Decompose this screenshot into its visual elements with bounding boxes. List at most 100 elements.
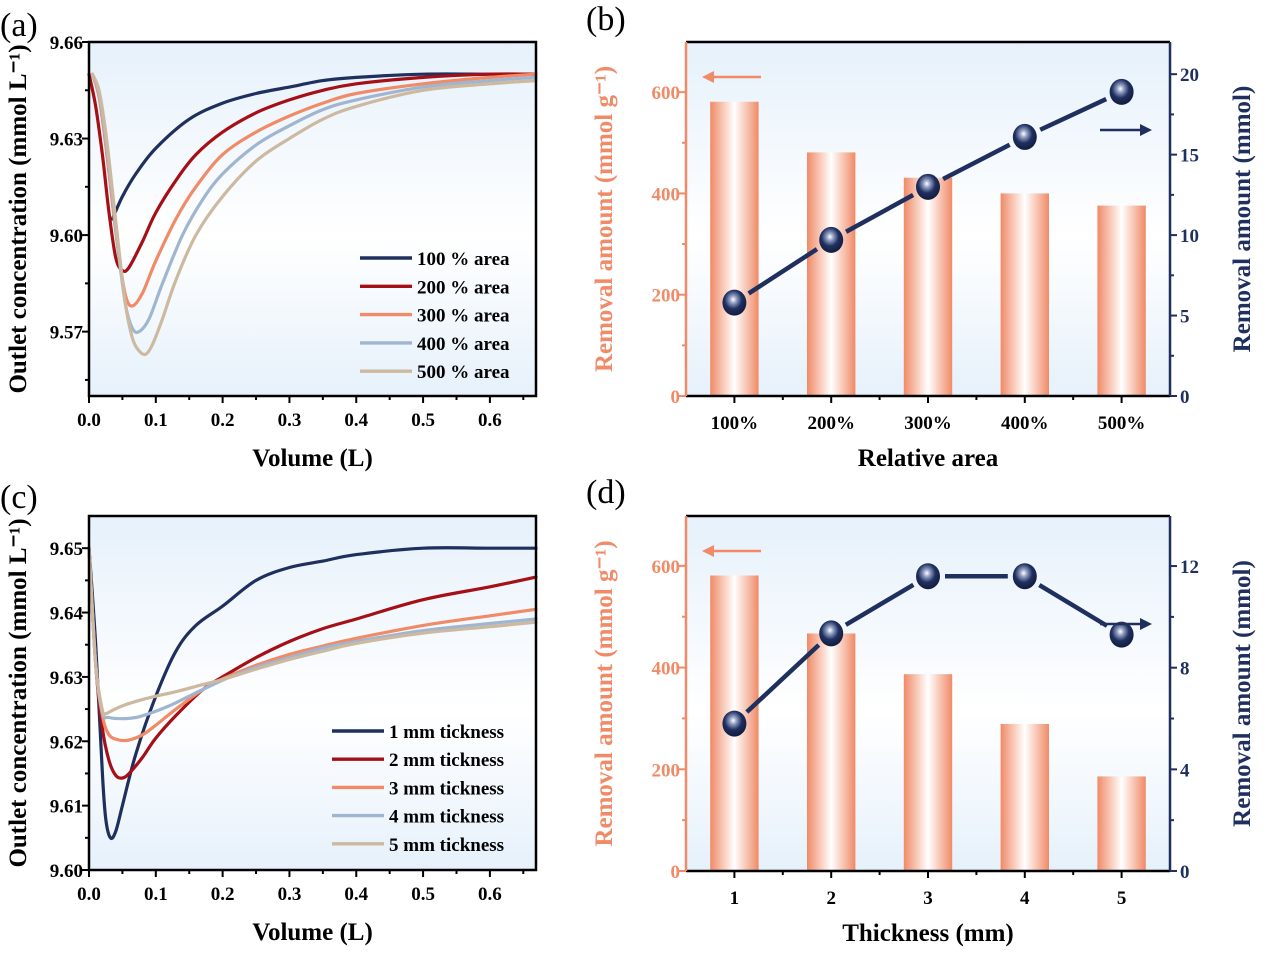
panel-a: (a) 0.0 0.1 0.2 0.3 0.4 0.5 0.6 9.57 9.60 9.63 9.66…: [0, 7, 538, 472]
right-tick-label: 5: [1180, 307, 1190, 328]
y-tick-label: 9.60: [50, 226, 83, 247]
x-tick-label: 0.1: [144, 410, 168, 431]
line-segment: [942, 142, 1011, 182]
x-tick-label: 1: [730, 888, 740, 909]
x-tick-label: 200%: [807, 413, 855, 434]
x-tick-label: 5: [1117, 888, 1127, 909]
line-segment: [844, 582, 915, 627]
legend: 1 mm tickness 2 mm tickness 3 mm tickness 4…: [332, 722, 504, 856]
y-tick-label: 9.65: [50, 539, 83, 560]
left-tick-label: 400: [652, 659, 681, 680]
x-tick-label: 0.2: [211, 410, 235, 431]
data-point: [819, 226, 844, 253]
legend-label: 1 mm tickness: [389, 722, 504, 743]
x-tick-label: 400%: [1001, 413, 1049, 434]
bar: [1000, 724, 1049, 871]
y-tick-label: 9.60: [50, 861, 83, 882]
legend: 100 % area 200 % area 300 % area 400 % area…: [360, 249, 510, 383]
x-tick-label: 0.1: [144, 884, 168, 905]
legend-label: 3 mm tickness: [389, 778, 504, 799]
line-segment: [845, 193, 915, 234]
x-tick-label: 0.3: [278, 884, 302, 905]
left-tick-label: 600: [652, 557, 681, 578]
panel-label: (b): [586, 1, 626, 38]
data-point: [1109, 78, 1134, 105]
x-tick-label: 0.4: [344, 410, 368, 431]
left-arrowhead-icon: [702, 71, 714, 83]
x-axis-title: Volume (L): [252, 445, 373, 472]
y-axis-title: Outlet concentration (mmol L⁻¹): [5, 44, 32, 393]
x-tick-label: 0.2: [211, 884, 235, 905]
y-tick-label: 9.61: [50, 797, 83, 818]
right-axis-title: Removal amount (mmol): [1229, 86, 1256, 353]
data-point: [1012, 563, 1037, 590]
x-tick-label: 3: [923, 888, 933, 909]
bar: [903, 674, 953, 871]
data-point: [1012, 123, 1037, 150]
series-line: [90, 72, 538, 357]
data-point: [916, 173, 940, 200]
left-axis-title: Removal amount (mmol g⁻¹): [591, 66, 618, 372]
right-tick-label: 4: [1180, 760, 1190, 781]
series-line: [110, 72, 538, 221]
data-point: [819, 620, 844, 647]
x-tick-label: 0.5: [411, 884, 435, 905]
left-tick-label: 200: [652, 760, 681, 781]
x-tick-label: 500%: [1098, 413, 1146, 434]
legend-label: 500 % area: [417, 362, 510, 383]
right-tick-label: 0: [1180, 862, 1190, 883]
y-tick-label: 9.64: [50, 604, 84, 625]
data-point: [722, 289, 747, 316]
line-segment: [747, 247, 819, 296]
y-axis-title: Outlet concentration (mmol L⁻¹): [5, 518, 32, 867]
right-tick-label: 8: [1180, 659, 1190, 680]
data-point: [1109, 621, 1134, 648]
bar: [1097, 205, 1146, 396]
series-line: [87, 546, 538, 717]
x-tick-label: 300%: [904, 413, 952, 434]
right-tick-label: 12: [1180, 557, 1199, 578]
right-tick-label: 0: [1180, 387, 1190, 408]
bar: [903, 177, 953, 396]
legend-label: 5 mm tickness: [389, 835, 504, 856]
right-arrowhead-icon: [1140, 124, 1152, 136]
right-axis-title: Removal amount (mmol): [1229, 560, 1256, 827]
right-tick-label: 10: [1180, 226, 1199, 247]
panel-label: (d): [586, 474, 626, 511]
left-tick-label: 0: [671, 862, 681, 883]
left-tick-label: 200: [652, 286, 681, 307]
bar: [807, 152, 856, 396]
series-line: [87, 546, 538, 841]
line-segment: [1038, 583, 1109, 628]
series-line: [87, 546, 538, 721]
x-tick-label: 4: [1020, 888, 1030, 909]
x-tick-label: 0.6: [478, 884, 502, 905]
panel-label: (a): [0, 7, 38, 44]
bar: [807, 633, 856, 871]
panel-b: (b) 100% 200% 300% 400% 500% 0 200 400 600 0 5 10 15 2…: [586, 1, 1256, 472]
x-tick-label: 0.4: [344, 884, 368, 905]
y-tick-label: 9.66: [50, 33, 83, 54]
panel-c: (c) 0.0 0.1 0.2 0.3 0.4 0.5 0.6 9.60 9.61 9.62 9.63…: [0, 479, 538, 946]
x-tick-label: 100%: [711, 413, 759, 434]
bar: [1000, 193, 1049, 396]
x-tick-label: 0.5: [411, 410, 435, 431]
left-axis-title: Removal amount (mmol g⁻¹): [591, 540, 618, 846]
bar: [710, 101, 759, 397]
series-line: [87, 72, 538, 274]
data-point: [722, 710, 747, 737]
y-tick-label: 9.57: [50, 323, 84, 344]
x-tick-label: 0.0: [77, 410, 101, 431]
legend-label: 100 % area: [417, 249, 510, 270]
data-point: [916, 563, 940, 590]
left-tick-label: 400: [652, 184, 681, 205]
legend-label: 2 mm tickness: [389, 750, 504, 771]
panel-label: (c): [0, 479, 38, 516]
plot-background: [89, 42, 536, 396]
x-axis-title: Thickness (mm): [842, 920, 1014, 947]
y-tick-label: 9.63: [50, 130, 83, 151]
series-line: [87, 546, 538, 780]
x-tick-label: 0.6: [478, 410, 502, 431]
